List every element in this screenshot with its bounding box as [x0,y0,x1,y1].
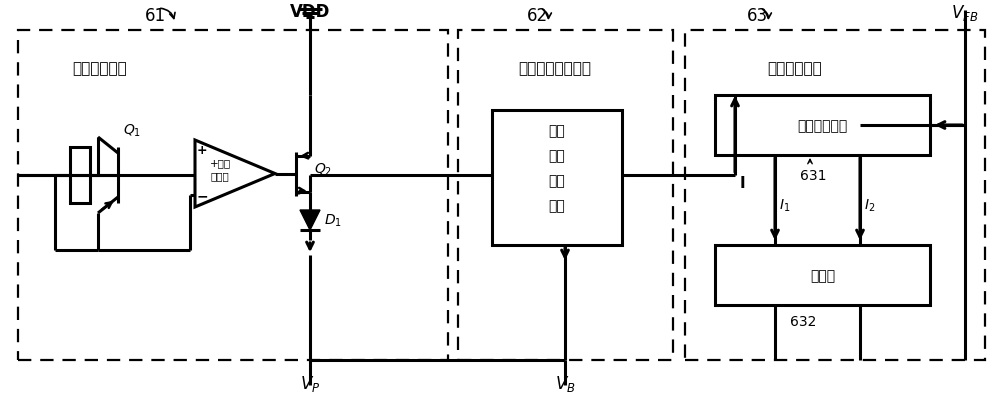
Text: 电压电流转换电路: 电压电流转换电路 [518,61,592,76]
Text: 转换: 转换 [549,174,565,188]
Text: $I_1$: $I_1$ [779,197,790,214]
Bar [70,148,90,203]
Text: 61: 61 [144,7,166,25]
Bar [715,96,930,156]
Text: 电压: 电压 [549,124,565,138]
Text: 632: 632 [790,314,816,328]
Bar [18,31,448,360]
Bar [458,31,673,360]
Bar [492,111,622,245]
Text: $D_1$: $D_1$ [324,212,342,229]
Text: 电路: 电路 [549,198,565,213]
Text: 电流镜像电路: 电流镜像电路 [768,61,822,76]
Text: 峰值检测电路: 峰值检测电路 [73,61,127,76]
Text: $V_P$: $V_P$ [300,373,320,393]
Text: 63: 63 [746,7,768,25]
Text: −: − [197,189,209,202]
Text: 电流: 电流 [549,149,565,162]
Text: $Q_1$: $Q_1$ [123,122,141,139]
Text: $I_2$: $I_2$ [864,197,875,214]
Text: I: I [740,176,746,191]
Text: $V_{FB}$: $V_{FB}$ [951,3,979,23]
Text: $V_B$: $V_B$ [555,373,575,393]
Text: +: + [197,143,208,156]
Text: +误差: +误差 [210,158,231,168]
Text: 电流镜: 电流镜 [810,269,835,282]
Bar [685,31,985,360]
Text: 放大器: 放大器 [210,171,229,181]
Text: 631: 631 [800,168,826,183]
Text: 威尔逊电流镜: 威尔逊电流镜 [797,119,848,133]
Bar [715,245,930,305]
Polygon shape [300,211,320,230]
Text: 62: 62 [526,7,548,25]
Text: VDD: VDD [290,3,330,21]
Text: $Q_2$: $Q_2$ [314,161,332,177]
